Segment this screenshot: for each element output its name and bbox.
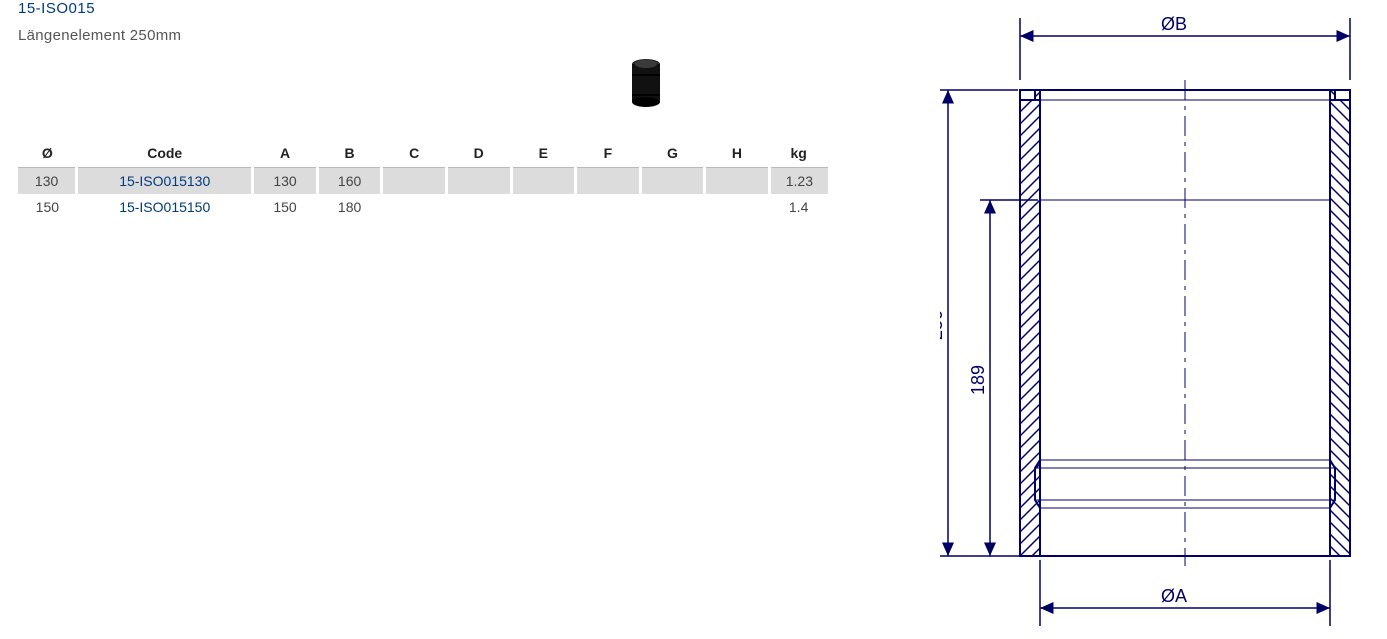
table-row: 15015-ISO0151501501801.4 [18, 194, 828, 220]
product-thumbnail [628, 58, 664, 108]
col-header: C [382, 139, 447, 168]
cell-F [576, 194, 641, 220]
col-header: F [576, 139, 641, 168]
cell-E [511, 194, 576, 220]
cell-E [511, 168, 576, 195]
cell-C [382, 194, 447, 220]
cell-H [705, 194, 770, 220]
cell-G [640, 168, 705, 195]
col-header: B [317, 139, 382, 168]
cell-D [446, 168, 511, 195]
table-row: 13015-ISO0151301301601.23 [18, 168, 828, 195]
cell-F [576, 168, 641, 195]
col-header: Code [77, 139, 253, 168]
svg-text:250: 250 [940, 310, 946, 340]
product-code[interactable]: 15-ISO015 [18, 0, 848, 17]
cell-B: 180 [317, 194, 382, 220]
svg-text:ØA: ØA [1161, 586, 1187, 606]
cell-C [382, 168, 447, 195]
spec-table: ØCodeABCDEFGHkg 13015-ISO0151301301601.2… [18, 139, 828, 220]
col-header: Ø [18, 139, 77, 168]
svg-text:ØB: ØB [1161, 14, 1187, 34]
product-code-link[interactable]: 15-ISO015130 [77, 168, 253, 195]
cell-A: 150 [253, 194, 318, 220]
col-header: H [705, 139, 770, 168]
cell-dia: 130 [18, 168, 77, 195]
cell-D [446, 194, 511, 220]
product-description: Längenelement 250mm [18, 27, 848, 44]
cell-kg: 1.4 [769, 194, 828, 220]
cell-B: 160 [317, 168, 382, 195]
col-header: A [253, 139, 318, 168]
col-header: kg [769, 139, 828, 168]
cell-dia: 150 [18, 194, 77, 220]
cell-kg: 1.23 [769, 168, 828, 195]
cell-H [705, 168, 770, 195]
col-header: E [511, 139, 576, 168]
col-header: G [640, 139, 705, 168]
cell-G [640, 194, 705, 220]
cell-A: 130 [253, 168, 318, 195]
technical-drawing: ØB ØA 250 189 [940, 0, 1380, 634]
col-header: D [446, 139, 511, 168]
product-code-link[interactable]: 15-ISO015150 [77, 194, 253, 220]
svg-text:189: 189 [968, 365, 988, 395]
